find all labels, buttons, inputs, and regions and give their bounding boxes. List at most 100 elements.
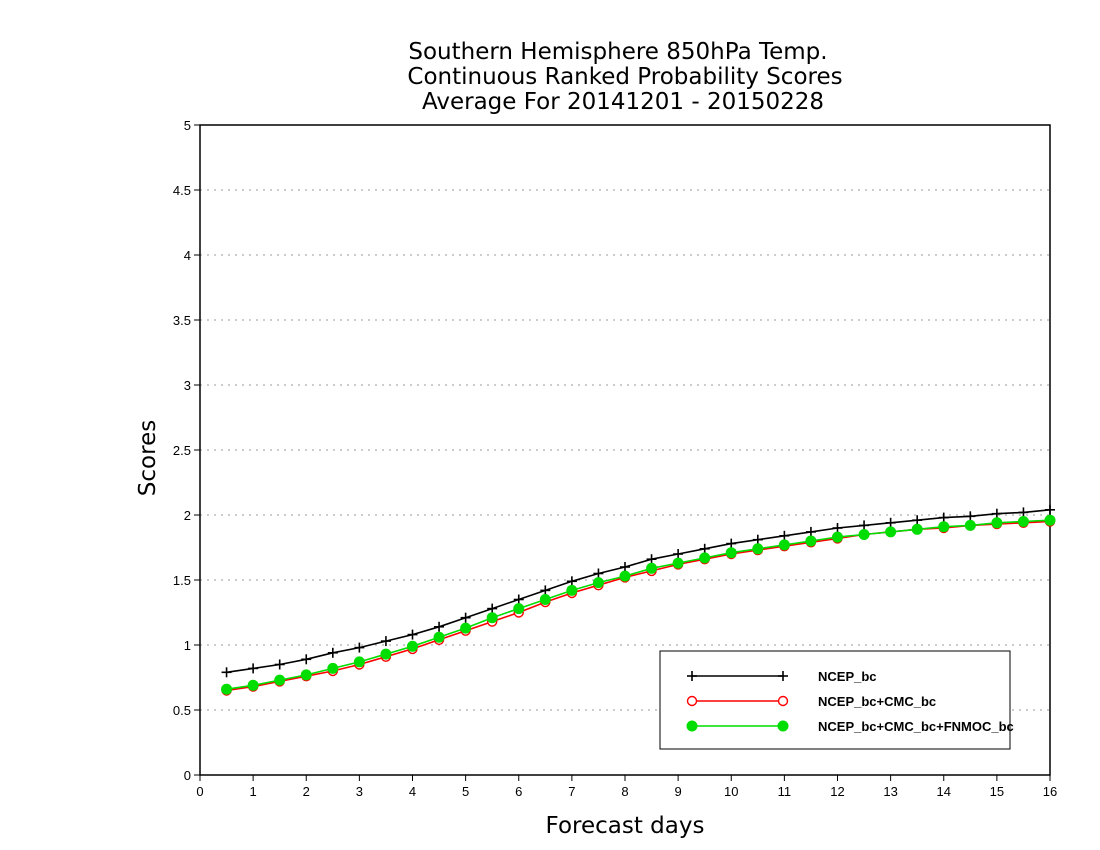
series-2-point-22 (805, 535, 817, 547)
y-tick-label-9: 4.5 (173, 183, 191, 198)
series-2-point-10 (486, 612, 498, 624)
series-2-point-18 (699, 552, 711, 564)
series-0-point-18 (699, 543, 710, 554)
x-tick-label-11: 11 (778, 784, 792, 799)
y-tick-label-8: 4 (184, 248, 191, 263)
series-2-point-30 (1017, 516, 1029, 527)
x-axis-label: Forecast days (546, 813, 705, 839)
legend-marker-left-1 (686, 695, 698, 707)
series-2-point-9 (460, 622, 472, 634)
x-tick-label-13: 13 (883, 784, 897, 799)
x-tick-label-7: 7 (568, 784, 575, 799)
series-2-point-2 (274, 674, 286, 686)
series-0-point-30 (1018, 507, 1029, 518)
x-tick-label-5: 5 (462, 784, 469, 799)
series-0-point-19 (726, 538, 737, 549)
series-0 (221, 504, 1055, 678)
y-tick-label-3: 1.5 (173, 573, 191, 588)
series-2-point-6 (380, 648, 392, 660)
x-tick-label-6: 6 (515, 784, 522, 799)
legend-marker-right-1 (777, 695, 789, 707)
legend-marker-left-2 (686, 720, 698, 732)
series-2-point-26 (911, 523, 923, 535)
series-0-point-9 (460, 612, 471, 623)
gridlines (200, 189, 1050, 711)
x-tick-label-10: 10 (724, 784, 738, 799)
series-0-point-27 (938, 512, 949, 523)
series-0-point-17 (673, 549, 684, 559)
x-tick-label-12: 12 (830, 784, 844, 799)
x-tick-label-16: 16 (1043, 784, 1057, 799)
series-0-point-3 (301, 654, 312, 665)
series-2-point-20 (752, 543, 764, 555)
series-2-point-0 (221, 683, 233, 695)
legend-box (659, 650, 1011, 750)
x-tick-label-14: 14 (937, 784, 951, 799)
x-tick-label-1: 1 (250, 784, 257, 799)
y-tick-label-1: 0.5 (173, 703, 191, 718)
series-0-point-23 (832, 523, 843, 533)
series-0-point-22 (805, 526, 816, 537)
y-tick-label-7: 3.5 (173, 313, 191, 328)
y-tick-label-5: 2.5 (173, 443, 191, 458)
series-2-point-15 (619, 570, 631, 582)
series-0-point-2 (274, 659, 285, 670)
title-line-3: Average For 20141201 - 20150228 (422, 89, 824, 115)
legend: NCEP_bc NCEP_bc+CMC_bc NCEP_bc+CMC_bc+FNMO… (659, 650, 1014, 750)
series-0-point-31 (1045, 504, 1055, 515)
series-2-point-3 (300, 669, 312, 681)
series-0-point-7 (407, 629, 418, 640)
series-0-point-10 (487, 603, 498, 614)
y-tick-label-0: 0 (184, 768, 191, 783)
series-0-point-29 (991, 508, 1002, 519)
series-0-point-25 (885, 517, 896, 528)
series-2-point-28 (964, 519, 976, 531)
y-tick-label-4: 2 (184, 508, 191, 523)
series-2 (221, 514, 1056, 695)
series-2-point-24 (858, 529, 870, 540)
series-0-point-16 (646, 554, 657, 565)
series-2-point-27 (938, 521, 950, 533)
x-tick-label-0: 0 (196, 784, 203, 799)
y-tick-label-2: 1 (184, 638, 191, 653)
y-axis-label: Scores (135, 420, 161, 496)
x-tick-label-9: 9 (675, 784, 682, 799)
series-0-point-14 (593, 568, 604, 579)
series-2-point-5 (353, 656, 365, 668)
x-tick-label-2: 2 (303, 784, 310, 799)
series-0-point-15 (620, 562, 630, 572)
series-2-point-14 (592, 577, 604, 589)
series-2-point-16 (646, 562, 658, 574)
series-2-point-25 (885, 526, 897, 538)
series-2-point-17 (672, 557, 684, 569)
legend-marker-left-0 (687, 671, 697, 681)
series-0-point-26 (912, 515, 923, 526)
series-0-point-5 (354, 642, 365, 653)
series-2-point-31 (1044, 514, 1056, 526)
series-0-point-4 (327, 647, 338, 658)
series-2-point-23 (832, 531, 843, 543)
x-tick-label-8: 8 (621, 784, 628, 799)
series-group (221, 504, 1056, 696)
series-0-point-13 (566, 576, 577, 587)
series-2-point-4 (327, 662, 339, 674)
title-line-1: Southern Hemisphere 850hPa Temp. (408, 39, 827, 65)
series-0-point-11 (513, 594, 524, 605)
x-axis: 0 1 2 3 4 5 6 7 8 9 10 11 12 13 14 15 16 (196, 775, 1057, 799)
series-2-point-21 (778, 539, 790, 551)
y-axis: 0 0.5 1 1.5 2 2.5 3 3.5 4 4.5 5 (173, 118, 200, 783)
series-2-point-11 (513, 603, 525, 615)
y-tick-label-10: 5 (184, 118, 191, 133)
series-2-point-13 (566, 584, 578, 596)
x-tick-label-15: 15 (990, 784, 1004, 799)
series-2-point-7 (407, 640, 418, 652)
x-tick-label-3: 3 (356, 784, 363, 799)
legend-label-0: NCEP_bc (818, 669, 877, 684)
series-0-point-28 (965, 511, 976, 522)
series-2-point-1 (247, 679, 259, 691)
legend-label-1: NCEP_bc+CMC_bc (818, 694, 936, 709)
legend-label-2: NCEP_bc+CMC_bc+FNMOC_bc (818, 719, 1014, 734)
legend-marker-right-0 (778, 671, 788, 681)
series-0-line (226, 509, 1051, 674)
